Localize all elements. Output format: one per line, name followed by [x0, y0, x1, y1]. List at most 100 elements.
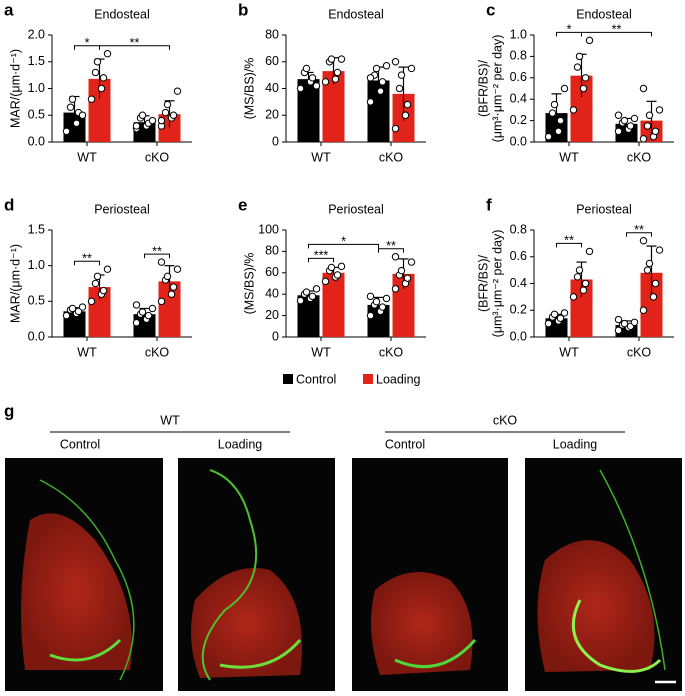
data-point	[132, 301, 141, 309]
data-point	[395, 84, 404, 93]
data-point	[161, 108, 170, 117]
data-point	[78, 111, 87, 119]
significance-label: *	[85, 36, 90, 50]
data-point	[337, 55, 346, 63]
significance-bracket	[581, 31, 652, 37]
y-tick-label: 2.0	[28, 27, 45, 41]
data-point	[643, 122, 652, 130]
data-point	[321, 78, 330, 86]
data-point	[138, 308, 147, 316]
data-point	[639, 237, 648, 245]
bar	[88, 78, 111, 142]
data-point	[93, 58, 102, 66]
data-point	[99, 286, 108, 295]
data-point	[103, 265, 112, 273]
data-point	[639, 306, 648, 314]
data-point	[312, 82, 321, 90]
y-tick-label: 1.0	[28, 258, 45, 272]
significance-bracket	[378, 248, 404, 253]
data-point	[308, 292, 317, 301]
x-tick-label: WT	[559, 150, 579, 164]
column-label: Control	[60, 437, 100, 451]
data-point	[397, 266, 406, 275]
data-point	[573, 273, 582, 281]
data-point	[103, 50, 112, 58]
significance-bracket	[99, 45, 170, 50]
legend-swatch	[363, 374, 373, 384]
data-point	[144, 311, 153, 320]
data-point	[626, 122, 635, 130]
chart-title: Periosteal	[328, 202, 384, 216]
data-point	[173, 265, 182, 273]
panel-letter: d	[4, 195, 14, 214]
panel-letter: b	[238, 0, 248, 19]
y-axis-label: (MS/BS)/%	[242, 58, 256, 120]
data-point	[68, 95, 77, 103]
data-point	[655, 246, 664, 254]
data-point	[391, 58, 400, 66]
data-point	[296, 84, 305, 93]
x-tick-label: WT	[559, 345, 579, 359]
data-point	[639, 84, 648, 93]
data-point	[93, 272, 102, 281]
bar	[297, 295, 320, 337]
legend-label: Loading	[376, 372, 421, 386]
x-tick-label: cKO	[145, 345, 170, 359]
data-point	[302, 64, 311, 73]
data-point	[649, 293, 658, 301]
data-point	[651, 279, 660, 288]
group-label: cKO	[493, 413, 518, 427]
data-point	[87, 95, 96, 103]
data-point	[99, 74, 108, 82]
data-point	[407, 64, 416, 73]
data-point	[173, 87, 182, 95]
data-point	[544, 319, 553, 328]
data-point	[382, 62, 391, 70]
data-point	[132, 319, 141, 327]
data-point	[401, 111, 410, 119]
y-tick-label: 0.4	[510, 91, 527, 105]
y-axis-label: (μm³·μm⁻² per day)	[490, 230, 504, 338]
data-point	[382, 294, 391, 303]
y-tick-label: 0	[272, 329, 279, 343]
data-point	[573, 63, 582, 71]
significance-bracket	[556, 242, 582, 248]
data-point	[614, 127, 623, 136]
data-point	[560, 309, 569, 317]
column-label: Loading	[218, 437, 263, 451]
legend-label: Control	[296, 372, 336, 386]
bar	[297, 79, 320, 142]
data-point	[643, 266, 652, 274]
data-point	[548, 109, 557, 117]
significance-label: **	[612, 23, 622, 37]
significance-label: ***	[314, 249, 329, 263]
bar	[367, 80, 390, 142]
y-tick-label: 0.0	[28, 134, 45, 148]
y-tick-label: 0.5	[28, 108, 45, 122]
group-label: WT	[160, 413, 180, 427]
bar	[570, 279, 593, 337]
x-tick-label: cKO	[627, 150, 652, 164]
data-point	[97, 84, 106, 93]
data-point	[579, 286, 588, 294]
y-tick-label: 0.2	[510, 303, 527, 317]
data-point	[91, 68, 100, 77]
y-tick-label: 0.6	[510, 70, 527, 84]
data-point	[132, 122, 141, 130]
x-tick-label: cKO	[145, 150, 170, 164]
data-point	[556, 314, 565, 322]
data-point	[585, 36, 594, 45]
data-point	[87, 297, 96, 306]
y-tick-label: 60	[265, 54, 279, 68]
data-point	[581, 279, 590, 288]
chart-title: Endosteal	[94, 7, 150, 21]
y-tick-label: 40	[265, 286, 279, 300]
y-tick-label: 0.0	[510, 329, 527, 343]
data-point	[403, 100, 412, 109]
data-point	[397, 71, 406, 79]
data-point	[91, 279, 100, 288]
y-tick-label: 1.0	[28, 81, 45, 95]
data-point	[327, 55, 336, 63]
data-point	[366, 311, 375, 320]
